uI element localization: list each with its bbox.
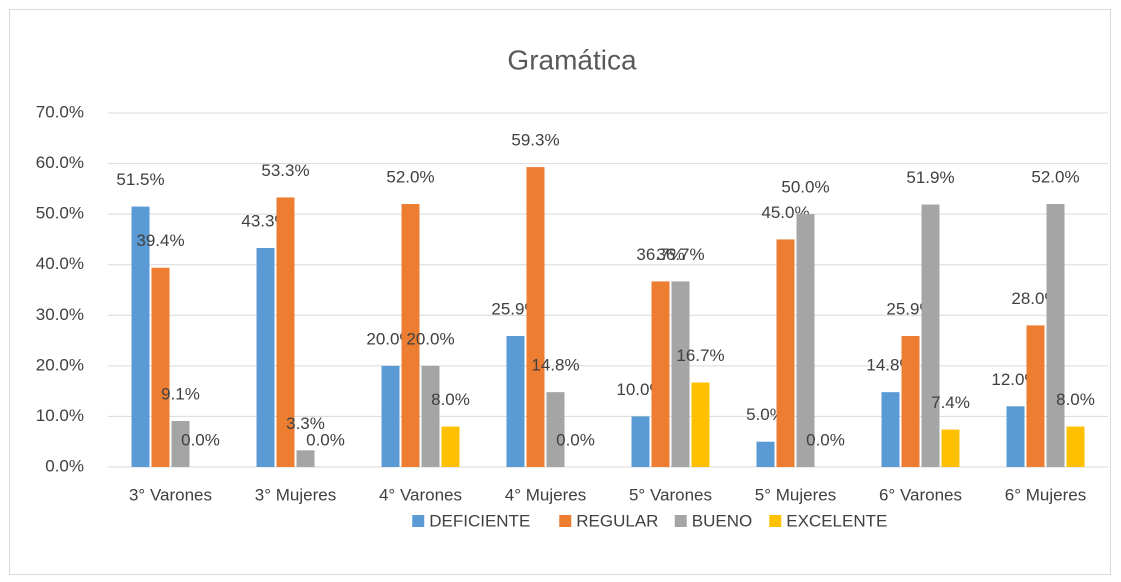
- legend-swatch: [674, 515, 687, 527]
- bar: [1046, 204, 1065, 467]
- data-label: 0.0%: [306, 430, 345, 449]
- bar: [1026, 325, 1045, 467]
- data-label: 50.0%: [781, 178, 829, 197]
- data-label: 52.0%: [1031, 168, 1079, 187]
- bar: [506, 336, 525, 467]
- data-label: 36.7%: [656, 245, 704, 264]
- chart-title: Gramática: [507, 44, 637, 75]
- data-label: 51.5%: [116, 170, 164, 189]
- x-tick-label: 6° Varones: [879, 485, 962, 504]
- y-tick-label: 50.0%: [36, 204, 84, 223]
- x-tick-label: 4° Varones: [379, 485, 462, 504]
- data-label: 0.0%: [806, 430, 845, 449]
- bar: [921, 204, 940, 467]
- y-tick-label: 30.0%: [36, 305, 84, 324]
- y-tick-label: 20.0%: [36, 355, 84, 374]
- data-label: 39.4%: [136, 231, 184, 250]
- bar: [441, 426, 460, 467]
- x-tick-label: 3° Mujeres: [255, 485, 336, 504]
- bar: [131, 206, 150, 468]
- data-label: 16.7%: [676, 346, 724, 365]
- data-label: 0.0%: [556, 430, 595, 449]
- data-label: 53.3%: [261, 161, 309, 180]
- data-label: 8.0%: [1056, 390, 1095, 409]
- legend-label: EXCELENTE: [786, 511, 887, 530]
- bar: [776, 239, 795, 467]
- bar: [526, 167, 545, 467]
- data-label: 52.0%: [386, 168, 434, 187]
- bar: [651, 281, 670, 467]
- legend-label: DEFICIENTE: [429, 511, 530, 530]
- bar: [941, 429, 960, 467]
- bar: [421, 365, 440, 467]
- bar: [901, 336, 920, 467]
- legend-swatch: [559, 515, 572, 527]
- data-label: 0.0%: [181, 430, 220, 449]
- bar: [881, 392, 900, 467]
- data-label: 5.0%: [746, 405, 785, 424]
- x-tick-label: 4° Mujeres: [505, 485, 586, 504]
- bar: [171, 420, 190, 467]
- bar: [546, 392, 565, 467]
- y-tick-label: 40.0%: [36, 254, 84, 273]
- bar: [276, 197, 295, 467]
- y-tick-label: 70.0%: [36, 102, 84, 121]
- x-tick-label: 6° Mujeres: [1005, 485, 1086, 504]
- x-tick-label: 5° Varones: [629, 485, 712, 504]
- bar: [691, 382, 710, 467]
- bar: [296, 450, 315, 467]
- bar: [1006, 406, 1025, 467]
- data-label: 8.0%: [431, 390, 470, 409]
- data-label: 59.3%: [511, 131, 559, 150]
- bar: [671, 281, 690, 467]
- legend-label: REGULAR: [576, 511, 658, 530]
- bar: [381, 365, 400, 467]
- y-tick-label: 0.0%: [45, 456, 84, 475]
- bar: [796, 214, 815, 467]
- bar: [756, 441, 775, 467]
- data-label: 7.4%: [931, 393, 970, 412]
- y-tick-label: 10.0%: [36, 406, 84, 425]
- legend-swatch: [769, 515, 782, 527]
- data-label: 51.9%: [906, 168, 954, 187]
- data-label: 9.1%: [161, 384, 200, 403]
- data-label: 20.0%: [406, 329, 454, 348]
- x-tick-label: 3° Varones: [129, 485, 212, 504]
- legend-label: BUENO: [692, 511, 752, 530]
- bar: [1066, 426, 1085, 467]
- x-tick-label: 5° Mujeres: [755, 485, 836, 504]
- data-label: 3.3%: [286, 414, 325, 433]
- data-label: 14.8%: [531, 356, 579, 375]
- bar: [256, 248, 275, 467]
- bar: [151, 267, 170, 467]
- data-label: 36.7%: [636, 245, 684, 264]
- legend-swatch: [412, 515, 425, 527]
- y-tick-label: 60.0%: [36, 153, 84, 172]
- bar: [401, 204, 420, 467]
- bar: [631, 416, 650, 467]
